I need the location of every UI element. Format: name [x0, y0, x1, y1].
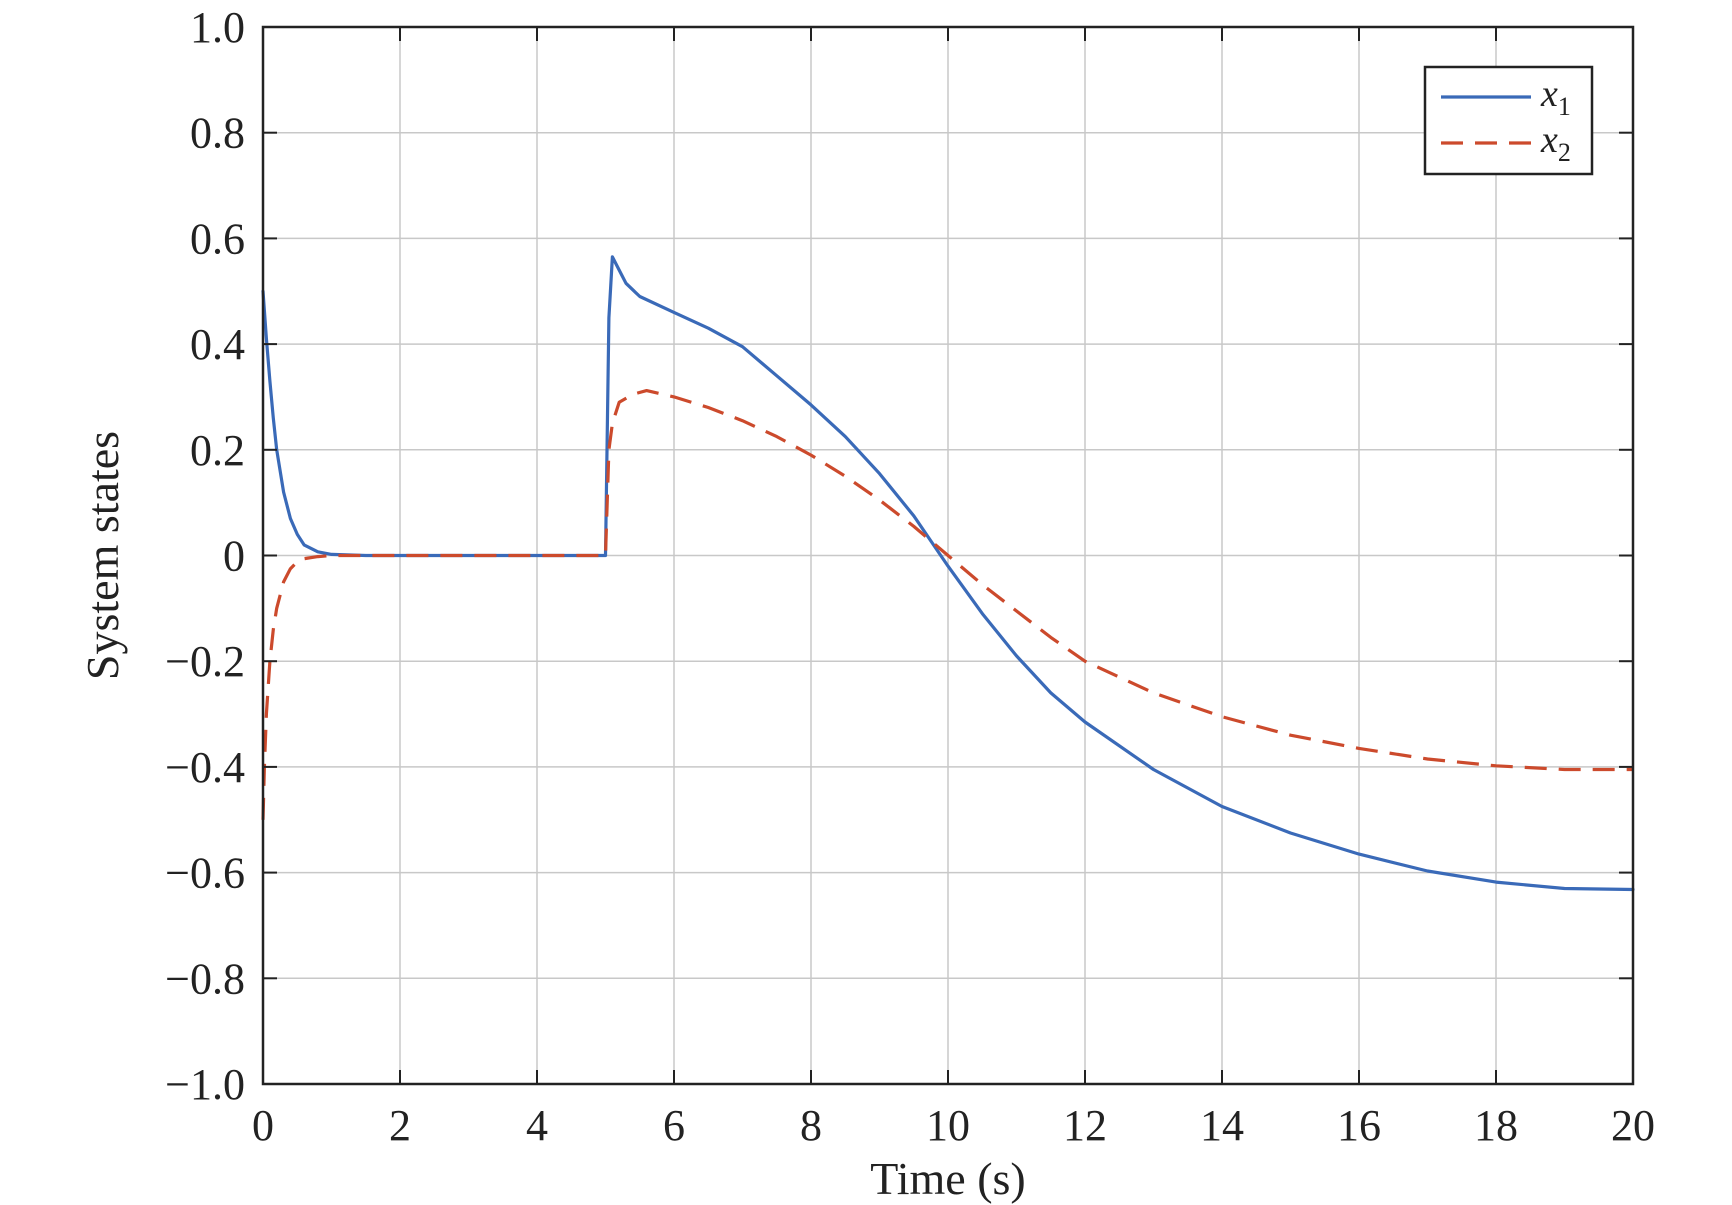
legend-label-x2-subscript: 2	[1558, 138, 1571, 167]
y-tick-label: 0.8	[190, 109, 245, 158]
y-tick-label: 0.2	[190, 426, 245, 475]
y-tick-label: −0.8	[165, 954, 245, 1003]
x-tick-label: 8	[800, 1101, 822, 1150]
legend-box	[1423, 65, 1594, 176]
y-axis-label: System states	[77, 431, 128, 680]
x-tick-label: 0	[252, 1101, 274, 1150]
series-line-x2	[261, 389, 1633, 820]
x-tick-label: 6	[663, 1101, 685, 1150]
x-tick-label: 14	[1200, 1101, 1244, 1150]
x-tick-label: 10	[926, 1101, 970, 1150]
y-tick-label: −0.4	[165, 743, 245, 792]
legend-label-x1-subscript: 1	[1558, 92, 1571, 121]
x-tick-label: 20	[1611, 1101, 1655, 1150]
legend-label-x2-base: x	[1540, 119, 1558, 161]
y-tick-label: −1.0	[165, 1060, 245, 1109]
legend-label-x1: x1	[1540, 73, 1571, 121]
y-tick-label: −0.2	[165, 637, 245, 686]
series-line-x1	[261, 255, 1635, 892]
series-layer	[261, 255, 1635, 892]
y-tick-label: 0	[223, 532, 245, 581]
y-tick-label: 0.6	[190, 214, 245, 263]
legend: x1 x2	[1423, 65, 1594, 176]
y-tick-label: 1.0	[190, 3, 245, 52]
x-tick-label: 16	[1337, 1101, 1381, 1150]
tick-labels: 0 2 4 6 8 10 12 14 16 18 201.00.80.60.40.20−0.2−0.…	[165, 3, 1655, 1150]
axis-ticks	[262, 26, 1634, 1085]
y-tick-label: 0.4	[190, 320, 245, 369]
legend-label-x1-base: x	[1540, 73, 1558, 115]
x-tick-label: 12	[1063, 1101, 1107, 1150]
x-tick-label: 2	[389, 1101, 411, 1150]
legend-label-x2: x2	[1540, 119, 1571, 167]
x-axis-label: Time (s)	[870, 1153, 1026, 1204]
x-tick-label: 4	[526, 1101, 548, 1150]
x-tick-label: 18	[1474, 1101, 1518, 1150]
y-tick-label: −0.6	[165, 849, 245, 898]
